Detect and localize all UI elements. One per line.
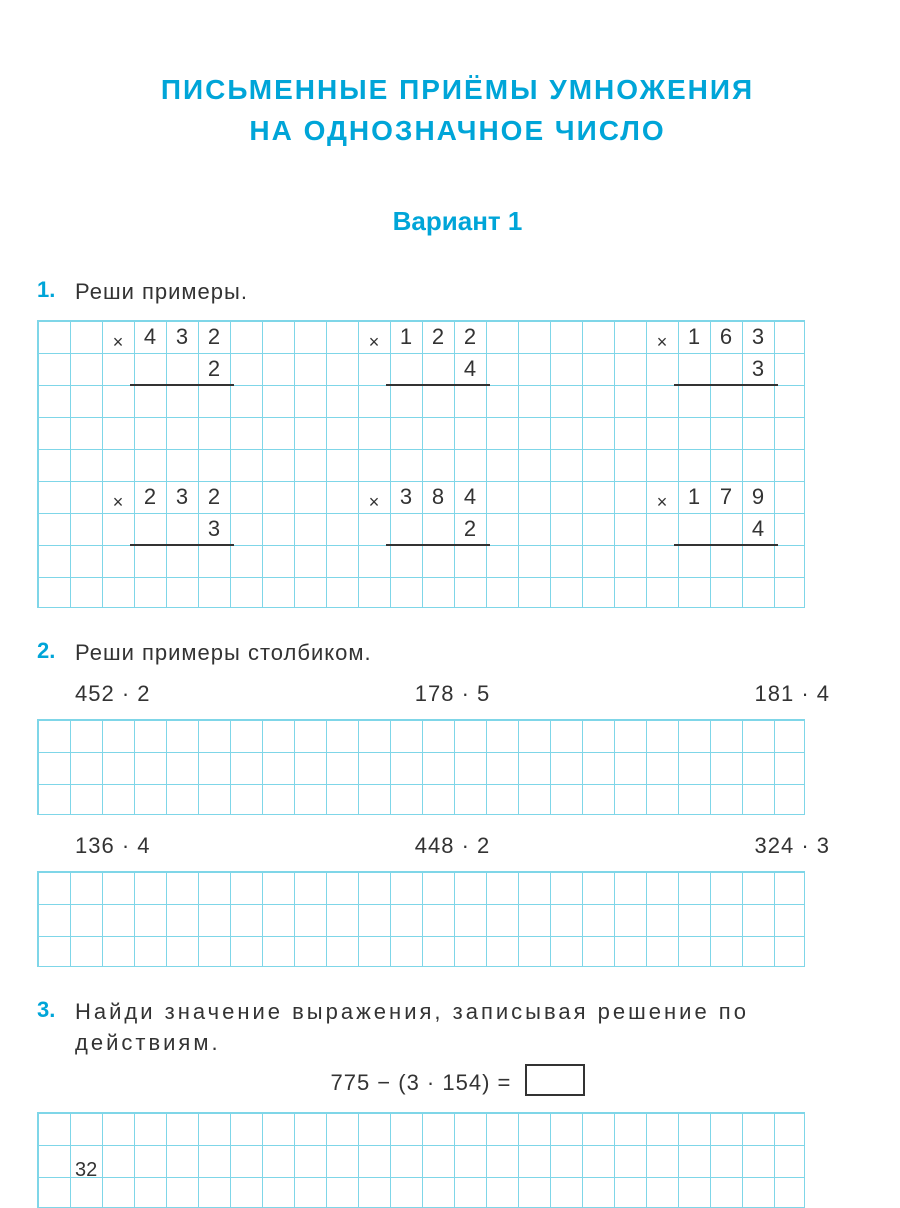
digit-cell: 2 — [422, 321, 454, 353]
multiply-sign: × — [102, 321, 134, 353]
empty-cell — [422, 353, 454, 385]
task-3-text: Найди значение выражения, записывая реше… — [75, 997, 840, 1059]
multiply-sign: × — [358, 481, 390, 513]
digit-cell: 2 — [198, 321, 230, 353]
task-2-expr: 181 · 4 — [755, 681, 831, 707]
task-2-expr: 178 · 5 — [415, 681, 491, 707]
digit-cell: 3 — [390, 481, 422, 513]
task-2-expr: 452 · 2 — [75, 681, 151, 707]
digit-cell: 4 — [742, 513, 774, 545]
title-line-2: НА ОДНОЗНАЧНОЕ ЧИСЛО — [75, 111, 840, 152]
empty-cell — [646, 353, 678, 385]
multiply-sign: × — [646, 481, 678, 513]
digit-cell: 3 — [166, 481, 198, 513]
digit-cell: 8 — [422, 481, 454, 513]
column-multiplication: ×1224 — [358, 321, 486, 385]
multiply-sign: × — [646, 321, 678, 353]
task-3-grid-area — [37, 1112, 840, 1208]
task-2-row-2: 136 · 4 448 · 2 324 · 3 — [75, 833, 840, 859]
digit-cell: 3 — [742, 321, 774, 353]
task-2-text: Реши примеры столбиком. — [75, 638, 840, 669]
variant-subtitle: Вариант 1 — [75, 206, 840, 237]
task-1: 1. Реши примеры. ×4322×1224×1633×2323×38… — [75, 277, 840, 608]
digit-cell: 2 — [198, 353, 230, 385]
result-line — [130, 384, 234, 386]
empty-cell — [678, 353, 710, 385]
empty-cell — [710, 513, 742, 545]
empty-cell — [710, 353, 742, 385]
task-2-number: 2. — [37, 638, 55, 664]
multiply-sign: × — [358, 321, 390, 353]
digit-cell: 2 — [454, 321, 486, 353]
result-line — [674, 384, 778, 386]
empty-cell — [390, 353, 422, 385]
multiply-sign: × — [102, 481, 134, 513]
digit-cell: 4 — [454, 481, 486, 513]
empty-cell — [166, 513, 198, 545]
task-2-grid-1[interactable] — [37, 719, 805, 815]
result-line — [674, 544, 778, 546]
digit-cell: 2 — [198, 481, 230, 513]
digit-cell: 3 — [742, 353, 774, 385]
empty-cell — [102, 513, 134, 545]
column-multiplication: ×1794 — [646, 481, 774, 545]
digit-cell: 4 — [134, 321, 166, 353]
task-1-grid[interactable]: ×4322×1224×1633×2323×3842×1794 — [37, 320, 805, 608]
result-line — [386, 384, 490, 386]
task-2-grid-2[interactable] — [37, 871, 805, 967]
digit-cell: 6 — [710, 321, 742, 353]
column-multiplication: ×2323 — [102, 481, 230, 545]
page-title: ПИСЬМЕННЫЕ ПРИЁМЫ УМНОЖЕНИЯ НА ОДНОЗНАЧН… — [75, 70, 840, 151]
empty-cell — [678, 513, 710, 545]
column-multiplication: ×4322 — [102, 321, 230, 385]
digit-cell: 4 — [454, 353, 486, 385]
task-3-grid[interactable] — [37, 1112, 805, 1208]
digit-cell: 7 — [710, 481, 742, 513]
empty-cell — [390, 513, 422, 545]
task-2-row-1: 452 · 2 178 · 5 181 · 4 — [75, 681, 840, 707]
empty-cell — [646, 513, 678, 545]
column-multiplication: ×3842 — [358, 481, 486, 545]
digit-cell: 1 — [390, 321, 422, 353]
empty-cell — [358, 513, 390, 545]
result-line — [130, 544, 234, 546]
column-multiplication: ×1633 — [646, 321, 774, 385]
answer-box[interactable] — [525, 1064, 585, 1096]
digit-cell: 2 — [454, 513, 486, 545]
empty-cell — [166, 353, 198, 385]
task-1-number: 1. — [37, 277, 55, 303]
digit-cell: 3 — [198, 513, 230, 545]
task-2-expr: 136 · 4 — [75, 833, 151, 859]
task-2-grid-area-2 — [37, 871, 840, 967]
task-1-grid-area: ×4322×1224×1633×2323×3842×1794 — [37, 320, 840, 608]
empty-cell — [422, 513, 454, 545]
task-3-expression: 775 − (3 · 154) = — [330, 1070, 511, 1095]
digit-cell: 1 — [678, 481, 710, 513]
task-2-grid-area-1 — [37, 719, 840, 815]
task-1-text: Реши примеры. — [75, 277, 840, 308]
task-2: 2. Реши примеры столбиком. 452 · 2 178 ·… — [75, 638, 840, 967]
digit-cell: 9 — [742, 481, 774, 513]
empty-cell — [102, 353, 134, 385]
task-3-number: 3. — [37, 997, 55, 1023]
task-3: 3. Найди значение выражения, записывая р… — [75, 997, 840, 1208]
digit-cell: 3 — [166, 321, 198, 353]
digit-cell: 2 — [134, 481, 166, 513]
task-2-expr: 448 · 2 — [415, 833, 491, 859]
empty-cell — [134, 513, 166, 545]
task-3-expression-line: 775 − (3 · 154) = — [75, 1068, 840, 1100]
task-2-expr: 324 · 3 — [755, 833, 831, 859]
title-line-1: ПИСЬМЕННЫЕ ПРИЁМЫ УМНОЖЕНИЯ — [75, 70, 840, 111]
empty-cell — [358, 353, 390, 385]
digit-cell: 1 — [678, 321, 710, 353]
page-number: 32 — [75, 1159, 97, 1182]
empty-cell — [134, 353, 166, 385]
result-line — [386, 544, 490, 546]
